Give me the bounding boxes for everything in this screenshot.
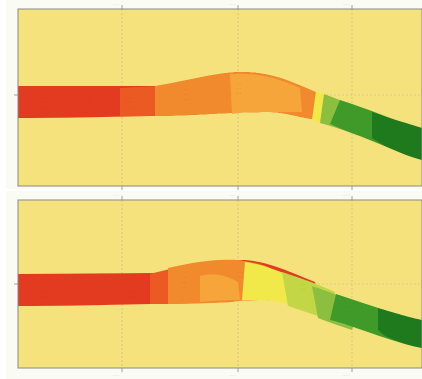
- svg-text:· · ·: · · ·: [40, 95, 45, 99]
- zone-dark-green: [372, 112, 422, 160]
- svg-text:· · ·: · · ·: [182, 285, 187, 289]
- svg-text:· · ·: · · ·: [344, 304, 349, 308]
- svg-text:· · ·: · · ·: [392, 313, 397, 317]
- svg-text:· · ·: · · ·: [40, 284, 45, 288]
- svg-text:·······: ·······: [343, 193, 350, 197]
- zone-light-orange: [230, 73, 302, 114]
- svg-text:· · ·: · · ·: [340, 118, 345, 122]
- svg-text:· · ·: · · ·: [86, 100, 91, 104]
- svg-text:· · ·: · · ·: [86, 294, 91, 298]
- point-labels: · · ·· · ·· · · · · ·· · ·· · · · · ·· ·…: [40, 81, 393, 132]
- svg-text:· · ·: · · ·: [392, 318, 397, 322]
- svg-text:· · ·: · · ·: [40, 294, 45, 298]
- zone-yellow: [242, 262, 298, 306]
- svg-text:· · ·: · · ·: [238, 270, 243, 274]
- svg-text:· · ·: · · ·: [236, 81, 241, 85]
- svg-text:· · ·: · · ·: [238, 275, 243, 279]
- svg-text:· · ·: · · ·: [129, 289, 134, 293]
- river-channel-zones: [18, 72, 422, 160]
- svg-text:· · ·: · · ·: [127, 100, 132, 104]
- svg-text:·······: ·······: [229, 373, 236, 377]
- svg-text:· · ·: · · ·: [86, 95, 91, 99]
- svg-text:· · ·: · · ·: [86, 105, 91, 109]
- svg-text:·······: ·······: [113, 373, 120, 377]
- svg-text:· · ·: · · ·: [40, 105, 45, 109]
- svg-text:· · ·: · · ·: [184, 92, 189, 96]
- svg-text:· · ·: · · ·: [182, 275, 187, 279]
- svg-text:·······: ·······: [229, 193, 236, 197]
- zone-light-orange: [200, 274, 240, 302]
- svg-text:· · ·: · · ·: [86, 284, 91, 288]
- svg-text:· · ·: · · ·: [184, 97, 189, 101]
- svg-text:· · ·: · · ·: [127, 95, 132, 99]
- svg-text:· · ·: · · ·: [40, 100, 45, 104]
- svg-text:·······: ·······: [229, 2, 236, 6]
- svg-text:·······: ·······: [343, 373, 350, 377]
- point-labels: · · ·· · ·· · · · · ·· · ·· · · · · ·· ·…: [40, 270, 397, 322]
- svg-text:· · ·: · · ·: [388, 128, 393, 132]
- frame-ticks: [14, 196, 353, 372]
- svg-text:· · ·: · · ·: [184, 87, 189, 91]
- svg-text:·······: ·······: [113, 193, 120, 197]
- svg-text:· · ·: · · ·: [129, 284, 134, 288]
- map-panel-bottom: · · ·· · ·· · · · · ·· · ·· · · · · ·· ·…: [6, 191, 422, 379]
- svg-text:· · ·: · · ·: [40, 289, 45, 293]
- svg-text:· · ·: · · ·: [127, 105, 132, 109]
- zone-dark-green: [378, 308, 422, 348]
- svg-text:· · ·: · · ·: [86, 289, 91, 293]
- map-frame: [17, 8, 422, 187]
- svg-text:·······: ·······: [343, 2, 350, 6]
- frame-ticks: [14, 5, 353, 190]
- svg-text:· · ·: · · ·: [340, 113, 345, 117]
- svg-text:· · ·: · · ·: [344, 299, 349, 303]
- river-channel-zones: [18, 259, 422, 348]
- frame-coordinates: ······· ······· ······· ······· ······· …: [113, 193, 350, 377]
- svg-text:· · ·: · · ·: [236, 86, 241, 90]
- svg-text:·······: ·······: [113, 2, 120, 6]
- svg-text:· · ·: · · ·: [300, 282, 305, 286]
- svg-text:· · ·: · · ·: [236, 91, 241, 95]
- map-panel-top: · · ·· · ·· · · · · ·· · ·· · · · · ·· ·…: [6, 0, 422, 196]
- svg-text:· · ·: · · ·: [182, 280, 187, 284]
- svg-text:· · ·: · · ·: [129, 294, 134, 298]
- svg-text:· · ·: · · ·: [388, 123, 393, 127]
- svg-text:· · ·: · · ·: [300, 287, 305, 291]
